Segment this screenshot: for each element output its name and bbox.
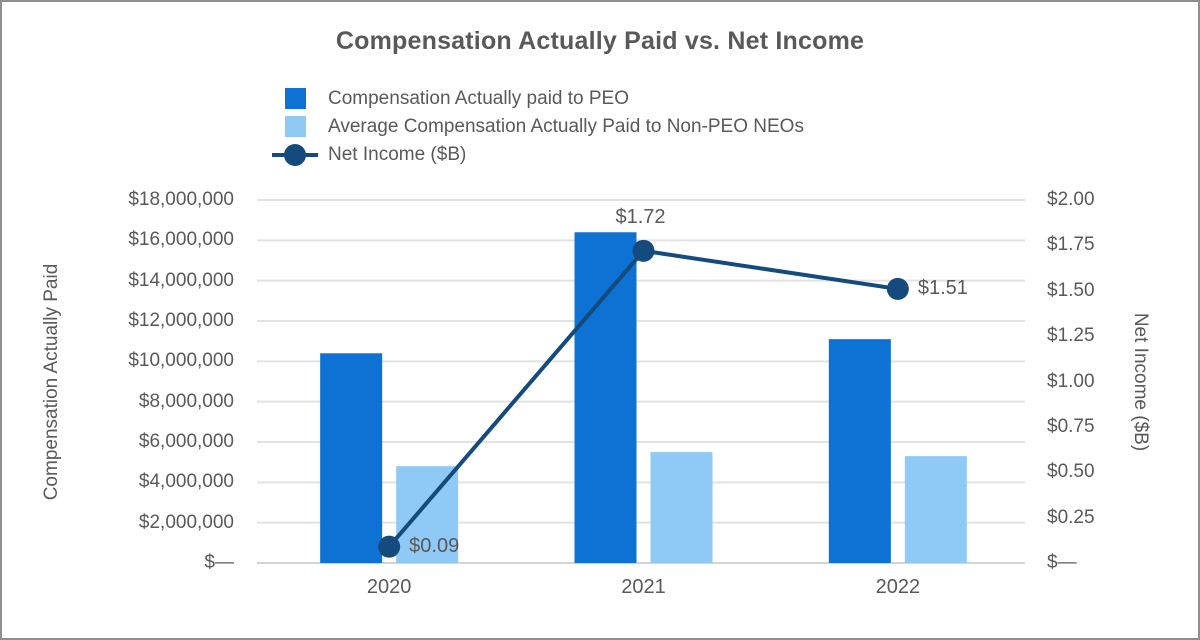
net-income-data-label: $1.51 [917, 276, 968, 299]
non-peo-bar-2022 [904, 456, 967, 563]
chart-title: Compensation Actually Paid vs. Net Incom… [335, 27, 865, 55]
net-income-data-label: $0.09 [409, 534, 460, 557]
y-axis-tick-right: $1.25 [1047, 325, 1095, 347]
peo-series-swatch-icon [285, 88, 306, 109]
net-income-marker-icon [284, 144, 306, 166]
legend-label-non-peo: Average Compensation Actually Paid to No… [328, 116, 804, 137]
y-axis-tick-left: $2,000,000 [138, 511, 234, 533]
y-axis-tick-left: $6,000,000 [138, 431, 234, 452]
y-axis-tick-left: $— [204, 552, 234, 573]
legend-swatch-area [272, 113, 328, 141]
legend-swatch-area [272, 141, 328, 169]
y-axis-tick-left: $14,000,000 [128, 269, 234, 291]
y-axis-tick-left: $16,000,000 [128, 229, 234, 251]
legend-label-peo: Compensation Actually paid to PEO [328, 88, 630, 109]
y-axis-tick-right: $1.75 [1047, 234, 1095, 256]
legend-label-net-income: Net Income ($B) [328, 144, 467, 165]
y-axis-tick-left: $8,000,000 [138, 390, 234, 412]
peo-bar-2022 [828, 339, 891, 563]
net-income-data-label: $1.72 [615, 205, 666, 228]
y-axis-tick-right: $0.50 [1047, 461, 1095, 483]
net-income-point-2020 [378, 535, 401, 558]
x-axis-tick-label: 2020 [366, 576, 412, 598]
y-axis-tick-left: $4,000,000 [138, 471, 234, 493]
y-axis-tick-right: $— [1047, 552, 1077, 573]
y-axis-tick-right: $2.00 [1047, 189, 1095, 210]
legend: Compensation Actually paid to PEO Averag… [272, 85, 804, 169]
y-axis-tick-left: $18,000,000 [128, 189, 234, 210]
y-axis-tick-right: $1.50 [1047, 279, 1095, 301]
y-axis-tick-right: $1.00 [1047, 370, 1095, 392]
peo-bar-2021 [574, 232, 637, 563]
y-axis-tick-left: $12,000,000 [128, 310, 234, 331]
legend-swatch-area [272, 85, 328, 113]
x-axis-tick-label: 2022 [875, 576, 921, 598]
legend-item-net-income: Net Income ($B) [272, 141, 804, 169]
net-income-line [387, 248, 899, 548]
non-peo-bar-2021 [650, 452, 713, 563]
legend-item-non-peo: Average Compensation Actually Paid to No… [272, 113, 804, 141]
net-income-point-2021 [632, 239, 655, 262]
y-axis-tick-right: $0.25 [1047, 506, 1095, 528]
peo-bar-2020 [320, 353, 383, 563]
net-income-point-2022 [886, 277, 909, 300]
non-peo-bar-2020 [396, 466, 459, 563]
non-peo-series-swatch-icon [285, 116, 306, 137]
y-axis-tick-right: $0.75 [1047, 415, 1095, 437]
legend-item-peo: Compensation Actually paid to PEO [272, 85, 804, 113]
y-axis-tick-left: $10,000,000 [128, 350, 234, 372]
x-axis-tick-label: 2021 [621, 576, 666, 598]
